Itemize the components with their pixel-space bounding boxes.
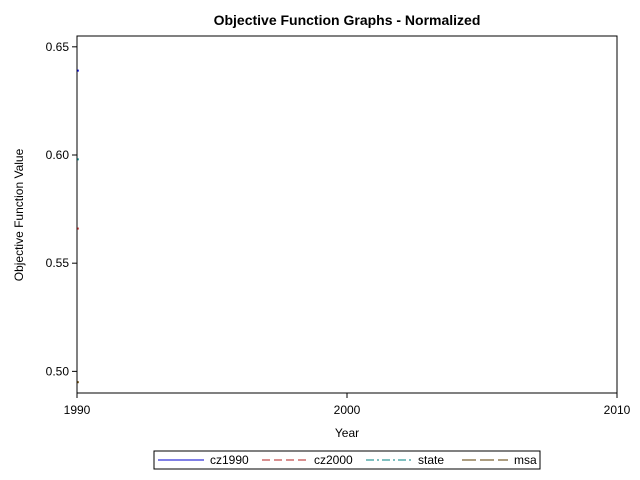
- plot-area: [76, 35, 618, 394]
- y-tick-label: 0.50: [46, 364, 70, 378]
- x-tick-label: 2000: [334, 403, 361, 417]
- legend-label-state: state: [418, 453, 444, 467]
- legend-label-cz1990: cz1990: [210, 453, 249, 467]
- y-axis: 0.50 0.55 0.60 0.65: [46, 40, 77, 378]
- y-tick-label: 0.55: [46, 256, 70, 270]
- y-tick-label: 0.60: [46, 148, 70, 162]
- y-tick-label: 0.65: [46, 40, 70, 54]
- x-tick-label: 2010: [604, 403, 631, 417]
- x-axis-label: Year: [335, 426, 359, 440]
- y-axis-label: Objective Function Value: [12, 148, 26, 281]
- x-axis: 1990 2000 2010: [64, 393, 631, 417]
- legend: cz1990 cz2000 state msa: [158, 453, 537, 467]
- legend-box: [153, 450, 541, 470]
- x-tick-label: 1990: [64, 403, 91, 417]
- legend-label-msa: msa: [514, 453, 537, 467]
- legend-label-cz2000: cz2000: [314, 453, 353, 467]
- chart-title: Objective Function Graphs - Normalized: [214, 12, 481, 28]
